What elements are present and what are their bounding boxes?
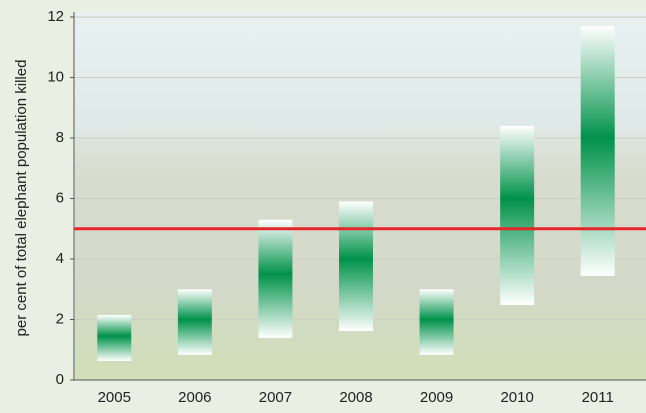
range-bar bbox=[581, 26, 615, 276]
range-bar bbox=[500, 126, 534, 305]
range-bar bbox=[97, 315, 131, 361]
range-bar bbox=[258, 220, 292, 338]
y-tick-label: 12 bbox=[47, 8, 64, 25]
x-tick-label: 2005 bbox=[98, 389, 131, 406]
x-tick-label: 2007 bbox=[259, 389, 292, 406]
y-tick-label: 2 bbox=[56, 310, 64, 327]
x-tick-label: 2011 bbox=[582, 389, 614, 406]
y-tick-label: 0 bbox=[56, 371, 64, 388]
y-tick-label: 6 bbox=[56, 189, 64, 206]
y-axis-label: per cent of total elephant population ki… bbox=[13, 60, 30, 337]
chart: per cent of total elephant population ki… bbox=[0, 0, 646, 413]
range-bar bbox=[178, 289, 212, 355]
range-bar bbox=[339, 202, 373, 331]
x-tick-label: 2008 bbox=[339, 389, 372, 406]
range-bar bbox=[420, 289, 454, 355]
y-tick-label: 10 bbox=[47, 68, 64, 85]
y-tick-label: 8 bbox=[56, 129, 64, 146]
y-tick-label: 4 bbox=[56, 250, 64, 267]
x-tick-label: 2006 bbox=[178, 389, 211, 406]
x-tick-label: 2009 bbox=[420, 389, 453, 406]
x-tick-label: 2010 bbox=[500, 389, 533, 406]
